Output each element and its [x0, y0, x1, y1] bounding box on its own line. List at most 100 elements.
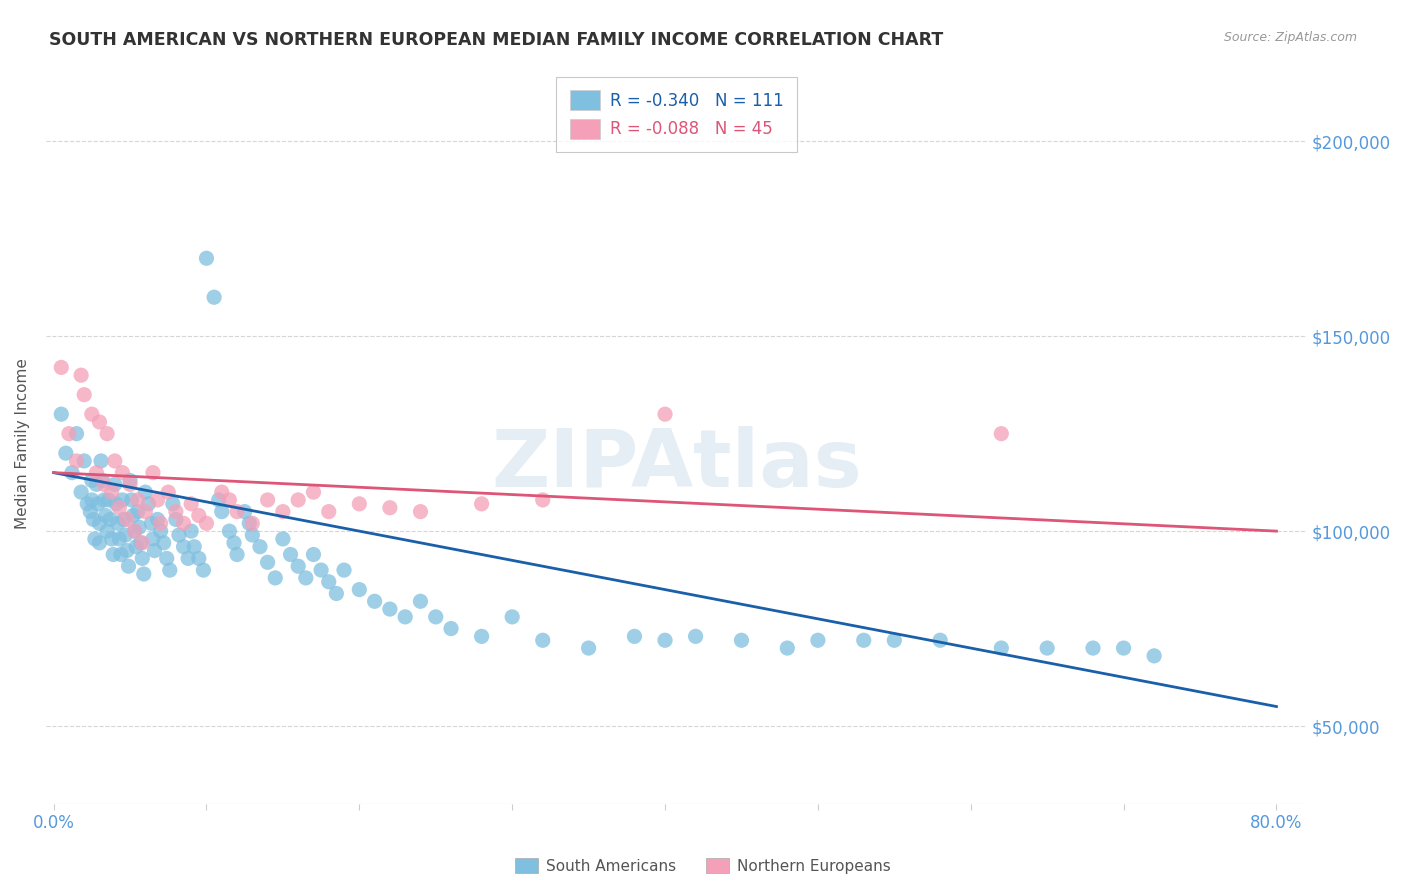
Point	[86, 477, 108, 491]
Point	[195, 516, 218, 531]
Point	[96, 524, 118, 538]
Point	[1112, 641, 1135, 656]
Point	[256, 492, 278, 507]
Point	[208, 492, 231, 507]
Point	[1081, 641, 1104, 656]
Point	[143, 543, 166, 558]
Point	[80, 407, 103, 421]
Legend: South Americans, Northern Europeans: South Americans, Northern Europeans	[509, 852, 897, 880]
Point	[82, 512, 104, 526]
Point	[100, 485, 122, 500]
Point	[89, 536, 111, 550]
Point	[183, 540, 205, 554]
Legend: R = -0.340   N = 111, R = -0.088   N = 45: R = -0.340 N = 111, R = -0.088 N = 45	[557, 77, 797, 153]
Point	[87, 497, 110, 511]
Point	[990, 641, 1012, 656]
Point	[117, 559, 139, 574]
Point	[134, 485, 156, 500]
Point	[776, 641, 799, 656]
Point	[187, 551, 209, 566]
Point	[146, 492, 169, 507]
Point	[83, 532, 105, 546]
Point	[363, 594, 385, 608]
Point	[218, 524, 240, 538]
Point	[127, 505, 149, 519]
Point	[180, 497, 202, 511]
Point	[107, 516, 129, 531]
Point	[157, 485, 180, 500]
Point	[193, 563, 215, 577]
Point	[318, 574, 340, 589]
Point	[93, 492, 115, 507]
Point	[685, 629, 707, 643]
Point	[623, 629, 645, 643]
Point	[471, 629, 494, 643]
Point	[349, 582, 371, 597]
Point	[578, 641, 600, 656]
Point	[55, 446, 77, 460]
Point	[883, 633, 905, 648]
Point	[195, 252, 218, 266]
Point	[211, 485, 233, 500]
Point	[91, 474, 114, 488]
Point	[501, 610, 523, 624]
Point	[177, 551, 200, 566]
Point	[333, 563, 356, 577]
Point	[73, 454, 96, 468]
Point	[70, 368, 93, 383]
Point	[531, 633, 554, 648]
Point	[349, 497, 371, 511]
Point	[146, 512, 169, 526]
Point	[115, 543, 138, 558]
Point	[115, 512, 138, 526]
Point	[127, 492, 149, 507]
Point	[287, 492, 309, 507]
Point	[187, 508, 209, 523]
Point	[89, 415, 111, 429]
Point	[118, 477, 141, 491]
Point	[51, 407, 73, 421]
Point	[256, 555, 278, 569]
Point	[118, 474, 141, 488]
Point	[394, 610, 416, 624]
Point	[70, 485, 93, 500]
Point	[271, 505, 294, 519]
Point	[134, 505, 156, 519]
Point	[226, 548, 249, 562]
Point	[96, 426, 118, 441]
Point	[929, 633, 952, 648]
Y-axis label: Median Family Income: Median Family Income	[15, 358, 30, 529]
Point	[1036, 641, 1059, 656]
Point	[149, 524, 172, 538]
Point	[105, 497, 128, 511]
Point	[73, 387, 96, 401]
Point	[165, 512, 187, 526]
Point	[807, 633, 830, 648]
Point	[104, 477, 127, 491]
Point	[89, 516, 111, 531]
Point	[128, 520, 150, 534]
Point	[110, 548, 132, 562]
Point	[1143, 648, 1166, 663]
Point	[124, 524, 146, 538]
Point	[309, 563, 332, 577]
Point	[93, 477, 115, 491]
Point	[58, 426, 80, 441]
Point	[425, 610, 447, 624]
Point	[98, 512, 121, 526]
Point	[302, 485, 325, 500]
Point	[159, 563, 181, 577]
Point	[218, 492, 240, 507]
Point	[211, 505, 233, 519]
Point	[108, 532, 131, 546]
Point	[100, 532, 122, 546]
Point	[142, 532, 165, 546]
Point	[132, 566, 155, 581]
Point	[141, 516, 163, 531]
Point	[378, 500, 401, 515]
Point	[654, 407, 676, 421]
Point	[80, 474, 103, 488]
Point	[233, 505, 256, 519]
Point	[325, 586, 347, 600]
Point	[287, 559, 309, 574]
